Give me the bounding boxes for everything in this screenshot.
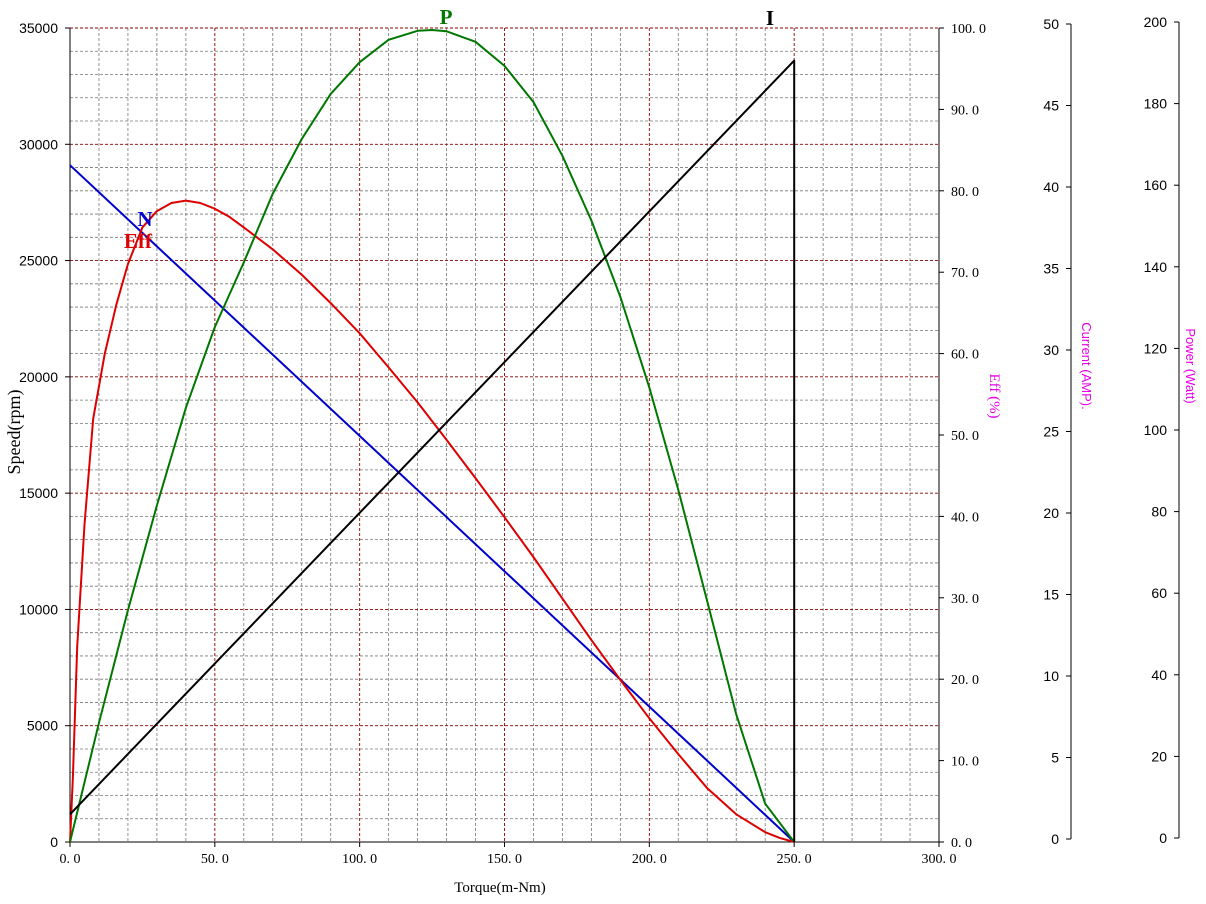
- tick-labels: 0. 0 50. 0 100. 0 150. 0 200. 0 250. 0 300. 00…: [19, 14, 1179, 867]
- speed-tick-label: 5000: [27, 718, 58, 734]
- eff-tick-label: 100. 0: [951, 22, 986, 37]
- series-label-n: N: [137, 207, 152, 231]
- eff-tick-label: 60. 0: [951, 348, 979, 363]
- series-line-n: [69, 164, 795, 843]
- eff-tick-label: 70. 0: [951, 266, 979, 281]
- power-tick-label: 0: [1159, 830, 1167, 846]
- axes: [69, 22, 1180, 843]
- current-tick-label: 30: [1043, 342, 1059, 358]
- power-tick-label: 180: [1144, 96, 1168, 112]
- current-tick-label: 45: [1043, 98, 1059, 114]
- series-line-eff: [69, 199, 795, 843]
- x-axis-title: Torque(m-Nm): [454, 880, 545, 896]
- current-tick-label: 35: [1043, 261, 1059, 277]
- speed-tick-label: 15000: [19, 485, 58, 501]
- series-label-p: P: [440, 5, 453, 29]
- series-label-eff: Eff: [124, 229, 153, 253]
- speed-tick-label: 25000: [19, 253, 58, 269]
- current-tick-label: 5: [1051, 750, 1059, 766]
- eff-tick-label: 10. 0: [951, 755, 979, 770]
- power-tick-label: 160: [1144, 177, 1168, 193]
- current-axis-title: Current (AMP).: [1079, 322, 1094, 409]
- x-tick-label: 250. 0: [777, 852, 812, 867]
- power-axis-title: Power (Watt): [1183, 328, 1198, 403]
- eff-tick-label: 30. 0: [951, 592, 979, 607]
- curves: [69, 29, 796, 843]
- eff-tick-label: 40. 0: [951, 510, 979, 525]
- current-tick-label: 0: [1051, 831, 1059, 847]
- power-tick-label: 200: [1144, 14, 1168, 30]
- eff-axis-title: Eff (%): [986, 373, 1002, 418]
- speed-tick-label: 35000: [19, 20, 58, 36]
- series-line-p: [69, 29, 795, 843]
- eff-tick-label: 80. 0: [951, 185, 979, 200]
- current-tick-label: 20: [1043, 505, 1059, 521]
- x-tick-label: 0. 0: [60, 852, 81, 867]
- grid: [69, 27, 940, 843]
- speed-tick-label: 10000: [19, 601, 58, 617]
- current-tick-label: 10: [1043, 668, 1059, 684]
- eff-tick-label: 50. 0: [951, 429, 979, 444]
- power-tick-label: 100: [1144, 422, 1168, 438]
- x-tick-label: 50. 0: [201, 852, 229, 867]
- power-tick-label: 40: [1151, 667, 1167, 683]
- x-tick-label: 300. 0: [922, 852, 957, 867]
- x-tick-label: 200. 0: [632, 852, 667, 867]
- speed-axis-title: Speed(rpm): [4, 390, 25, 475]
- x-tick-label: 100. 0: [342, 852, 377, 867]
- power-tick-label: 60: [1151, 585, 1167, 601]
- current-tick-label: 15: [1043, 587, 1059, 603]
- power-tick-label: 140: [1144, 259, 1168, 275]
- series-label-i: I: [766, 6, 774, 30]
- speed-tick-label: 30000: [19, 136, 58, 152]
- speed-tick-label: 20000: [19, 369, 58, 385]
- current-tick-label: 50: [1043, 16, 1059, 32]
- eff-tick-label: 20. 0: [951, 673, 979, 688]
- power-tick-label: 20: [1151, 748, 1167, 764]
- power-tick-label: 80: [1151, 504, 1167, 520]
- current-tick-label: 40: [1043, 179, 1059, 195]
- series-line-i: [69, 59, 796, 842]
- power-tick-label: 120: [1144, 340, 1168, 356]
- eff-tick-label: 90. 0: [951, 103, 979, 118]
- eff-tick-label: 0. 0: [951, 836, 972, 851]
- x-tick-label: 150. 0: [487, 852, 522, 867]
- current-tick-label: 25: [1043, 424, 1059, 440]
- speed-tick-label: 0: [50, 834, 58, 850]
